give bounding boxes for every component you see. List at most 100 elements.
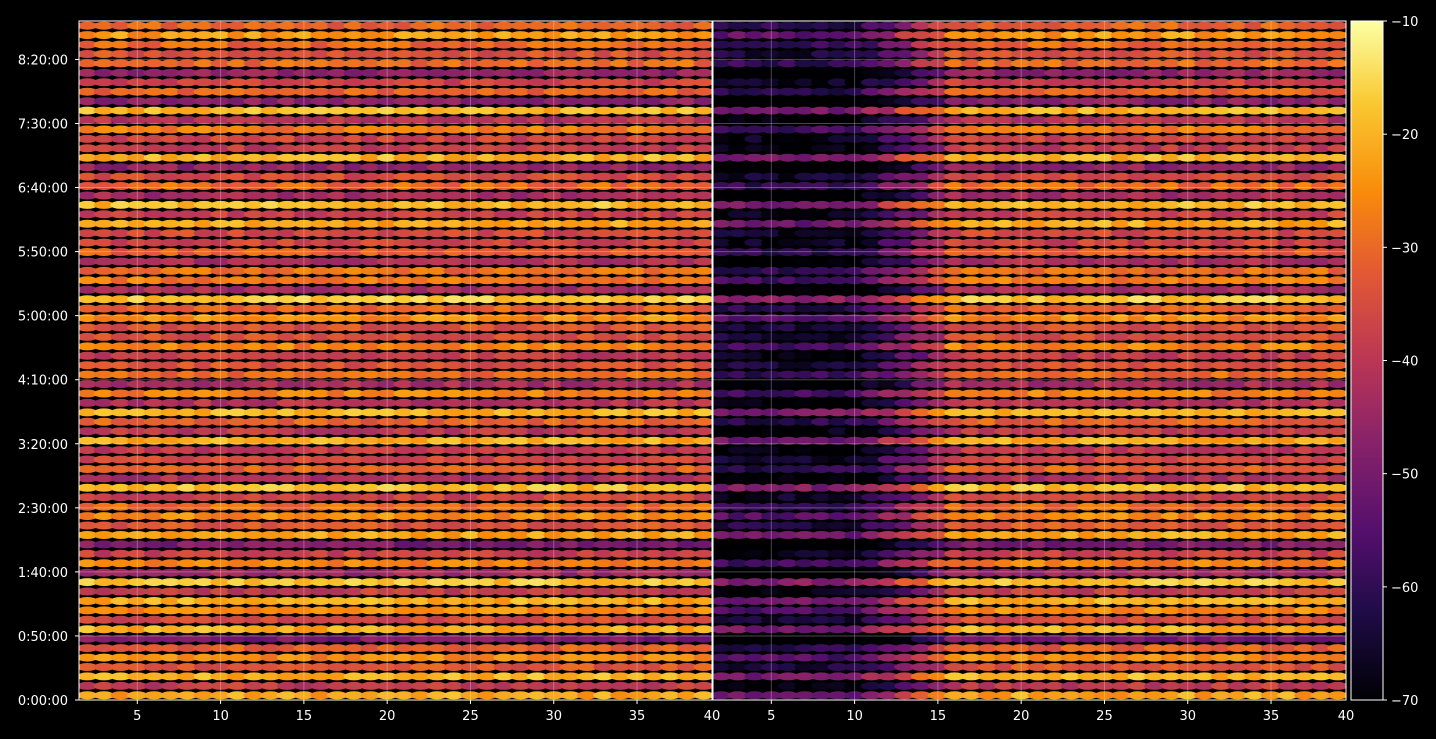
heatmap-cell: [127, 50, 148, 58]
heatmap-cell: [376, 40, 398, 49]
heatmap-cell: [410, 361, 431, 370]
heatmap-cell: [1127, 483, 1149, 492]
heatmap-cell: [260, 219, 281, 228]
heatmap-cell: [877, 540, 899, 549]
heatmap-cell: [894, 285, 915, 294]
heatmap-cell: [713, 172, 732, 181]
heatmap-cell: [1260, 606, 1282, 615]
heatmap-cell: [1177, 681, 1199, 690]
heatmap-cell: [110, 182, 131, 190]
heatmap-cell: [643, 483, 664, 492]
heatmap-cell: [526, 229, 548, 238]
heatmap-cell: [426, 408, 448, 417]
heatmap-cell: [410, 540, 431, 549]
heatmap-cell: [510, 521, 531, 530]
heatmap-cell: [894, 483, 915, 492]
heatmap-cell: [844, 134, 865, 143]
heatmap-cell: [493, 417, 515, 426]
heatmap-cell: [643, 50, 664, 58]
heatmap-cell: [93, 314, 115, 323]
heatmap-cell: [1010, 342, 1032, 351]
heatmap-cell: [310, 238, 331, 247]
heatmap-cell: [576, 502, 598, 511]
heatmap-cell: [460, 323, 481, 332]
heatmap-cell: [393, 229, 415, 238]
heatmap-cell: [476, 417, 498, 426]
heatmap-cell: [827, 285, 849, 294]
heatmap-cell: [293, 106, 315, 115]
heatmap-cell: [593, 540, 614, 549]
heatmap-cell: [227, 78, 248, 87]
heatmap-cell: [777, 474, 799, 483]
heatmap-cell: [827, 455, 849, 464]
heatmap-cell: [243, 427, 265, 436]
heatmap-cell: [443, 144, 465, 153]
heatmap-cell: [877, 172, 899, 181]
heatmap-cell: [1127, 276, 1149, 285]
heatmap-cell: [543, 285, 565, 294]
heatmap-cell: [1110, 681, 1132, 690]
heatmap-cell: [1027, 455, 1049, 464]
heatmap-cell: [1194, 644, 1215, 653]
heatmap-cell: [660, 483, 681, 492]
heatmap-cell: [827, 182, 849, 190]
heatmap-cell: [93, 681, 115, 690]
heatmap-cell: [160, 644, 181, 653]
heatmap-cell: [727, 493, 749, 502]
heatmap-cell: [1277, 153, 1298, 162]
heatmap-cell: [610, 663, 631, 671]
heatmap-cell: [343, 578, 365, 587]
heatmap-cell: [693, 304, 712, 313]
heatmap-cell: [1010, 285, 1032, 294]
heatmap-cell: [1210, 163, 1232, 172]
heatmap-cell: [110, 50, 131, 58]
heatmap-cell: [110, 380, 131, 389]
heatmap-cell: [93, 295, 115, 304]
heatmap-cell: [1077, 597, 1099, 605]
heatmap-cell: [994, 370, 1015, 379]
heatmap-cell: [844, 144, 865, 153]
heatmap-cell: [326, 31, 348, 40]
heatmap-cell: [476, 427, 498, 436]
heatmap-cell: [994, 597, 1015, 605]
heatmap-cell: [1044, 691, 1065, 700]
heatmap-cell: [493, 408, 515, 417]
heatmap-cell: [410, 559, 431, 568]
heatmap-cell: [1077, 587, 1099, 596]
heatmap-cell: [1144, 153, 1165, 162]
heatmap-cell: [643, 200, 664, 209]
heatmap-cell: [376, 31, 398, 40]
heatmap-cell: [493, 351, 515, 360]
heatmap-cell: [360, 266, 381, 275]
heatmap-cell: [927, 531, 949, 539]
heatmap-cell: [844, 191, 865, 200]
heatmap-cell: [1160, 332, 1182, 341]
heatmap-cell: [343, 153, 365, 162]
heatmap-cell: [910, 568, 932, 577]
heatmap-cell: [1044, 191, 1065, 200]
heatmap-cell: [794, 370, 815, 379]
heatmap-cell: [560, 361, 581, 370]
heatmap-cell: [744, 389, 765, 398]
heatmap-cell: [343, 229, 365, 238]
heatmap-cell: [761, 493, 782, 502]
heatmap-cell: [1160, 483, 1182, 492]
heatmap-cell: [393, 653, 415, 662]
heatmap-cell: [794, 342, 815, 351]
heatmap-cell: [227, 474, 248, 483]
heatmap-cell: [1110, 200, 1132, 209]
heatmap-cell: [610, 285, 631, 294]
heatmap-cell: [944, 210, 965, 219]
heatmap-cell: [476, 78, 498, 87]
heatmap-cell: [1010, 380, 1032, 389]
heatmap-cell: [643, 87, 664, 96]
heatmap-cell: [227, 512, 248, 521]
heatmap-cell: [326, 559, 348, 568]
heatmap-cell: [1144, 549, 1165, 558]
heatmap-cell: [927, 361, 949, 370]
heatmap-cell: [994, 606, 1015, 615]
heatmap-cell: [894, 163, 915, 172]
heatmap-cell: [713, 370, 732, 379]
heatmap-cell: [626, 568, 648, 577]
heatmap-cell: [626, 182, 648, 190]
